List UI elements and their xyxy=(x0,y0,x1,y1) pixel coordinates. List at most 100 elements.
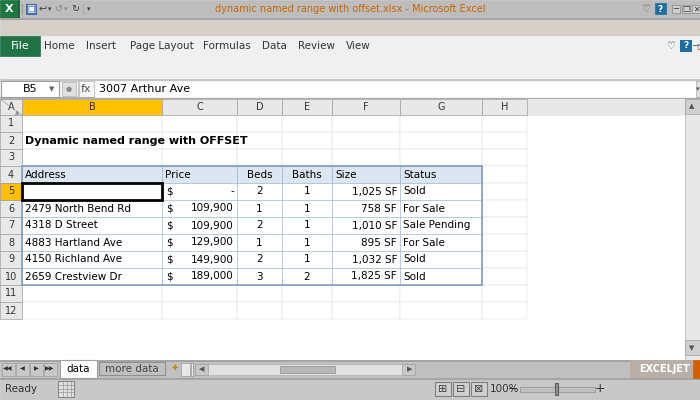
Bar xyxy=(282,183,332,200)
Text: $: $ xyxy=(166,238,173,248)
Bar xyxy=(400,251,482,268)
Text: ♡: ♡ xyxy=(640,4,650,14)
Bar xyxy=(162,268,237,285)
Text: −: − xyxy=(508,382,518,396)
Text: ✕: ✕ xyxy=(693,4,699,14)
Text: 12: 12 xyxy=(5,306,18,316)
Text: ?: ? xyxy=(683,42,689,50)
Bar xyxy=(22,234,162,251)
Bar xyxy=(282,217,332,234)
Bar xyxy=(482,183,527,200)
Bar xyxy=(400,251,482,268)
Bar xyxy=(402,364,415,375)
Text: 6: 6 xyxy=(8,204,14,214)
Bar xyxy=(0,99,685,360)
Bar xyxy=(400,302,482,319)
Text: 7: 7 xyxy=(8,220,14,230)
Text: 895 SF: 895 SF xyxy=(361,238,397,248)
Text: dynamic named range with offset.xlsx - Microsoft Excel: dynamic named range with offset.xlsx - M… xyxy=(215,4,485,14)
Bar xyxy=(693,360,700,378)
Bar xyxy=(0,0,18,18)
Bar xyxy=(520,387,595,392)
Bar xyxy=(400,234,482,251)
Bar xyxy=(0,97,700,98)
Bar xyxy=(453,382,469,396)
Bar xyxy=(685,99,700,360)
Bar xyxy=(332,200,400,217)
Bar xyxy=(332,183,400,200)
Bar xyxy=(237,234,282,251)
Bar xyxy=(162,268,237,285)
Bar xyxy=(282,285,332,302)
Bar xyxy=(0,36,700,80)
Bar xyxy=(630,360,700,378)
Text: Review: Review xyxy=(298,41,335,51)
Text: 4318 D Street: 4318 D Street xyxy=(25,220,98,230)
Bar xyxy=(1,81,59,97)
Bar xyxy=(0,251,22,268)
Text: ◀: ◀ xyxy=(199,366,204,372)
Text: Data: Data xyxy=(262,41,286,51)
Text: 100%: 100% xyxy=(490,384,519,394)
Bar xyxy=(400,234,482,251)
Text: ●: ● xyxy=(66,86,72,92)
Text: 1,025 SF: 1,025 SF xyxy=(351,186,397,196)
Bar xyxy=(282,234,332,251)
Bar xyxy=(0,302,22,319)
Bar xyxy=(482,285,527,302)
Text: -: - xyxy=(230,186,234,196)
Text: 1: 1 xyxy=(304,254,310,264)
Text: C: C xyxy=(196,102,203,112)
Bar xyxy=(482,166,527,183)
Text: F: F xyxy=(363,102,369,112)
Text: fx: fx xyxy=(80,84,91,94)
Bar xyxy=(400,99,482,115)
Bar xyxy=(237,166,282,183)
Text: ▣: ▣ xyxy=(27,4,36,14)
Text: Ready: Ready xyxy=(5,384,37,394)
Bar xyxy=(282,268,332,285)
Text: Page Layout: Page Layout xyxy=(130,41,193,51)
Text: 758 SF: 758 SF xyxy=(361,204,397,214)
Text: $: $ xyxy=(166,186,173,196)
Bar xyxy=(0,80,700,81)
Bar xyxy=(26,4,36,14)
Text: 3: 3 xyxy=(256,272,262,282)
Text: 1,010 SF: 1,010 SF xyxy=(351,220,397,230)
Text: 10: 10 xyxy=(5,272,17,282)
Bar xyxy=(282,251,332,268)
Bar xyxy=(237,183,282,200)
Text: □: □ xyxy=(682,4,690,14)
Bar xyxy=(162,302,237,319)
Bar xyxy=(162,149,237,166)
Text: 4883 Hartland Ave: 4883 Hartland Ave xyxy=(25,238,122,248)
Text: 1: 1 xyxy=(256,204,262,214)
Text: 1: 1 xyxy=(256,238,262,248)
Bar xyxy=(237,200,282,217)
Bar xyxy=(0,99,685,115)
Text: 9: 9 xyxy=(8,254,14,264)
Bar xyxy=(400,268,482,285)
Bar xyxy=(400,115,482,132)
Bar xyxy=(0,99,22,115)
Bar xyxy=(237,251,282,268)
Bar xyxy=(0,268,22,285)
Bar xyxy=(22,115,162,132)
Text: Insert: Insert xyxy=(86,41,116,51)
Text: For Sale: For Sale xyxy=(403,204,445,214)
Text: For Sale: For Sale xyxy=(403,238,445,248)
Bar xyxy=(162,183,237,200)
Bar xyxy=(237,132,282,149)
Text: ▼: ▼ xyxy=(49,86,55,92)
Bar xyxy=(162,200,237,217)
Bar xyxy=(0,360,700,361)
Bar xyxy=(685,340,700,355)
Bar xyxy=(0,183,22,200)
Text: Price: Price xyxy=(165,170,190,180)
Bar xyxy=(0,200,22,217)
Bar xyxy=(282,132,332,149)
Bar xyxy=(332,251,400,268)
Text: Sold: Sold xyxy=(403,186,426,196)
Bar xyxy=(282,149,332,166)
Text: 2: 2 xyxy=(256,254,262,264)
